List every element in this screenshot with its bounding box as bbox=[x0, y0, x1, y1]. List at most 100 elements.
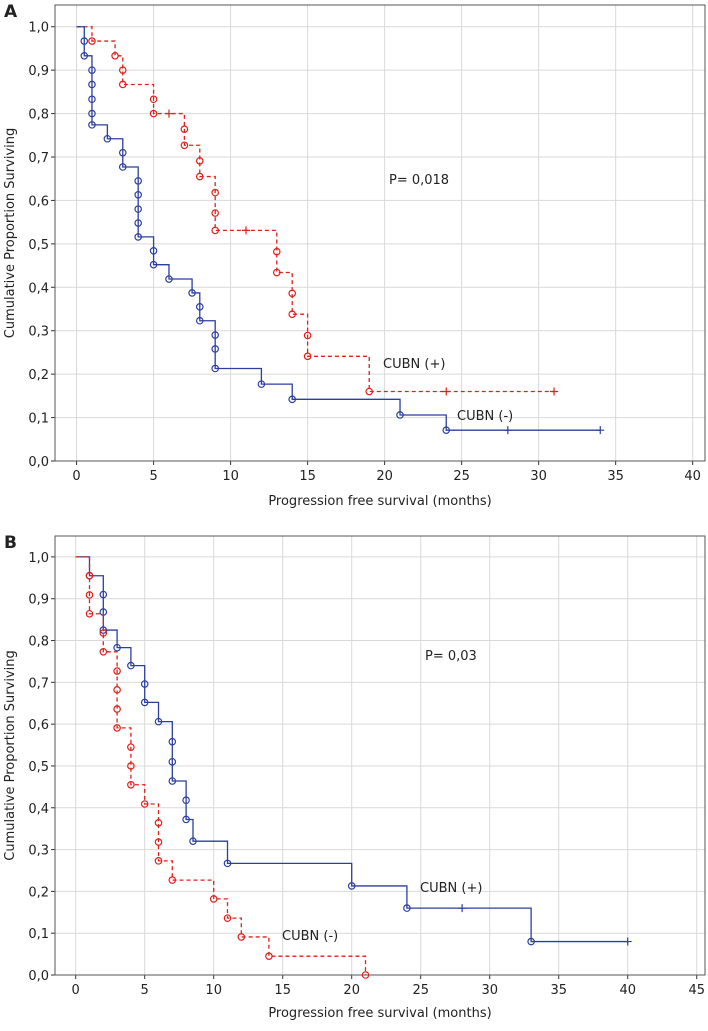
y-tick-label: 0,6 bbox=[28, 718, 49, 733]
event-marker bbox=[223, 914, 232, 922]
event-marker bbox=[189, 837, 197, 846]
series-label: CUBN (-) bbox=[282, 929, 338, 944]
y-tick-label: 0,9 bbox=[28, 64, 49, 79]
event-marker bbox=[168, 876, 177, 884]
y-tick-label: 0,7 bbox=[28, 676, 49, 691]
survival-line bbox=[75, 556, 367, 975]
censor-marker bbox=[164, 109, 173, 118]
event-marker bbox=[211, 226, 219, 235]
event-marker bbox=[111, 52, 119, 60]
event-marker bbox=[149, 247, 158, 255]
event-marker bbox=[149, 260, 158, 269]
event-marker bbox=[361, 971, 370, 979]
plot-frame bbox=[54, 535, 706, 976]
event-marker bbox=[85, 609, 94, 618]
event-marker bbox=[127, 661, 135, 670]
event-marker bbox=[134, 177, 142, 185]
event-marker bbox=[113, 643, 121, 652]
event-marker bbox=[99, 648, 108, 656]
event-marker bbox=[154, 819, 163, 827]
series-label: CUBN (+) bbox=[383, 357, 445, 372]
y-tick-label: 0,2 bbox=[28, 885, 49, 900]
event-marker bbox=[195, 157, 204, 165]
event-marker bbox=[403, 904, 411, 912]
event-marker bbox=[288, 395, 297, 404]
y-tick-label: 0,4 bbox=[28, 281, 49, 296]
x-tick-label: 35 bbox=[550, 983, 567, 998]
x-tick-label: 30 bbox=[481, 983, 498, 998]
censor-marker bbox=[241, 226, 250, 235]
event-marker bbox=[113, 724, 121, 732]
event-marker bbox=[273, 268, 281, 277]
event-marker bbox=[85, 591, 94, 599]
x-tick-label: 10 bbox=[222, 469, 239, 484]
y-tick-label: 0,1 bbox=[28, 412, 49, 427]
event-marker bbox=[85, 571, 94, 580]
event-marker bbox=[140, 680, 149, 688]
y-tick-label: 0,3 bbox=[28, 844, 49, 859]
x-tick-label: 5 bbox=[141, 983, 149, 998]
event-marker bbox=[168, 737, 177, 746]
event-marker bbox=[99, 590, 108, 599]
event-marker bbox=[209, 895, 218, 903]
event-marker bbox=[182, 815, 190, 824]
series-label: CUBN (+) bbox=[420, 881, 482, 896]
y-tick-label: 0,1 bbox=[28, 927, 49, 942]
event-marker bbox=[80, 52, 89, 60]
event-marker bbox=[396, 411, 404, 419]
y-tick-label: 0,8 bbox=[28, 635, 49, 650]
censor-marker bbox=[596, 426, 605, 435]
event-marker bbox=[165, 275, 173, 283]
x-tick-label: 25 bbox=[453, 469, 470, 484]
event-marker bbox=[288, 310, 297, 319]
y-tick-label: 0,6 bbox=[28, 194, 49, 209]
x-tick-label: 45 bbox=[688, 983, 705, 998]
event-marker bbox=[134, 205, 142, 213]
censor-marker bbox=[458, 904, 467, 913]
event-marker bbox=[103, 134, 112, 143]
event-marker bbox=[211, 345, 219, 353]
event-marker bbox=[223, 859, 232, 868]
panel-label: A bbox=[4, 2, 18, 22]
event-marker bbox=[113, 667, 121, 675]
event-marker bbox=[442, 426, 451, 434]
event-marker bbox=[99, 626, 108, 634]
event-marker bbox=[211, 209, 219, 217]
event-marker bbox=[88, 37, 96, 45]
event-marker bbox=[118, 163, 127, 171]
event-marker bbox=[88, 121, 96, 129]
event-marker bbox=[154, 857, 163, 865]
event-marker bbox=[211, 188, 219, 197]
event-marker bbox=[154, 717, 163, 726]
y-tick-label: 0,5 bbox=[28, 760, 49, 775]
x-tick-label: 25 bbox=[412, 983, 429, 998]
event-marker bbox=[195, 303, 204, 311]
x-tick-label: 0 bbox=[72, 469, 80, 484]
event-marker bbox=[211, 331, 219, 339]
event-marker bbox=[134, 190, 142, 199]
event-marker bbox=[118, 66, 127, 74]
event-marker bbox=[149, 109, 158, 118]
event-marker bbox=[180, 125, 189, 134]
event-marker bbox=[527, 937, 535, 946]
event-marker bbox=[154, 838, 163, 846]
event-marker bbox=[182, 796, 190, 805]
x-tick-label: 35 bbox=[607, 469, 624, 484]
plot-frame bbox=[54, 4, 706, 462]
event-marker bbox=[118, 148, 127, 157]
event-marker bbox=[149, 95, 158, 104]
x-tick-label: 15 bbox=[299, 469, 316, 484]
event-marker bbox=[88, 66, 96, 74]
x-tick-label: 10 bbox=[205, 983, 222, 998]
event-marker bbox=[273, 247, 281, 256]
event-marker bbox=[88, 80, 96, 89]
event-marker bbox=[195, 172, 204, 181]
event-marker bbox=[168, 777, 177, 785]
y-tick-label: 0,4 bbox=[28, 802, 49, 817]
x-tick-label: 20 bbox=[343, 983, 360, 998]
y-tick-label: 0,8 bbox=[28, 108, 49, 123]
event-marker bbox=[211, 364, 219, 373]
event-marker bbox=[180, 141, 189, 150]
event-marker bbox=[168, 757, 177, 766]
y-tick-label: 0,9 bbox=[28, 593, 49, 608]
